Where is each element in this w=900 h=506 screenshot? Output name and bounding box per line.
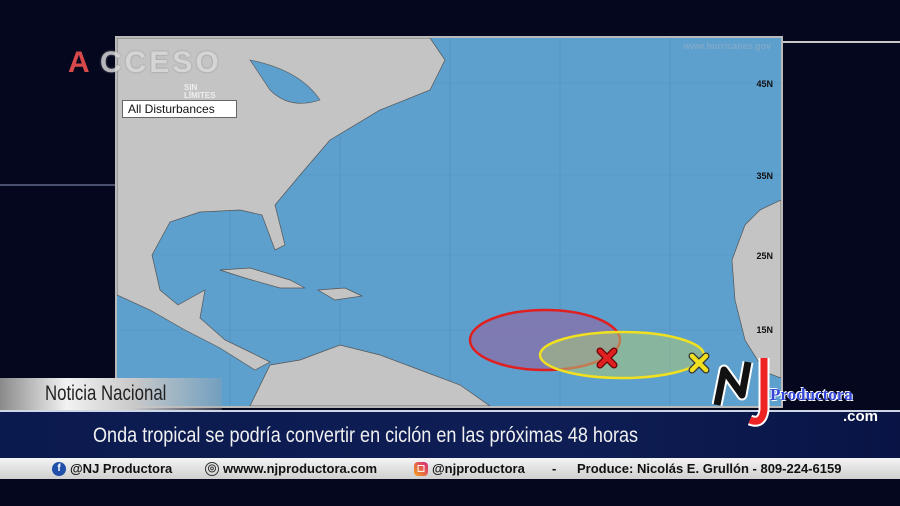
great-lakes <box>249 59 321 104</box>
lat-label: 25N <box>756 251 773 261</box>
brand-name: Productora <box>770 385 853 404</box>
section-tag-label: Noticia Nacional <box>45 382 167 405</box>
map-graphic <box>117 38 781 406</box>
instagram-handle: @njproductora <box>432 461 525 476</box>
disturbance-area-yellow <box>538 330 706 380</box>
map-legend-label: All Disturbances <box>122 100 237 118</box>
logo-text: CCESO <box>100 46 222 79</box>
north-america <box>117 38 446 371</box>
footer-instagram[interactable]: ◻ @njproductora <box>414 461 525 476</box>
instagram-icon: ◻ <box>414 461 428 476</box>
lat-label: 35N <box>756 171 773 181</box>
land <box>117 38 781 406</box>
headline: Onda tropical se podría convertir en cic… <box>93 424 639 447</box>
section-tag: Noticia Nacional <box>0 378 222 410</box>
footer-website[interactable]: ◎ wwww.njproductora.com <box>205 461 377 476</box>
south-america <box>249 344 491 406</box>
footer-bar: f @NJ Productora ◎ wwww.njproductora.com ◻… <box>0 458 900 479</box>
lat-label: 15N <box>756 325 773 335</box>
footer-facebook[interactable]: f @NJ Productora <box>52 461 172 476</box>
logo-subtitle: SIN LÍMITES <box>184 83 216 100</box>
hurricane-outlook-map: www.hurricanes.gov 45N 35N 25N 15N <box>115 36 783 408</box>
cuba <box>219 267 306 289</box>
lat-label: 45N <box>756 79 773 89</box>
footer-separator: - <box>552 461 557 476</box>
facebook-handle: @NJ Productora <box>70 461 173 476</box>
logo-letter: A <box>68 46 92 79</box>
africa <box>731 199 781 379</box>
facebook-icon: f <box>52 461 66 476</box>
globe-icon: ◎ <box>205 461 219 476</box>
footer-producer: Produce: Nicolás E. Grullón - 809-224-61… <box>577 461 842 476</box>
decor-line <box>783 41 900 43</box>
source-url: www.hurricanes.gov <box>683 41 771 51</box>
brand-suffix: .com <box>843 408 879 425</box>
decor-line <box>0 184 115 186</box>
website-url: wwww.njproductora.com <box>223 461 378 476</box>
nj-logo-mark <box>712 358 770 427</box>
headline-band <box>0 410 900 458</box>
hispaniola <box>316 287 364 301</box>
